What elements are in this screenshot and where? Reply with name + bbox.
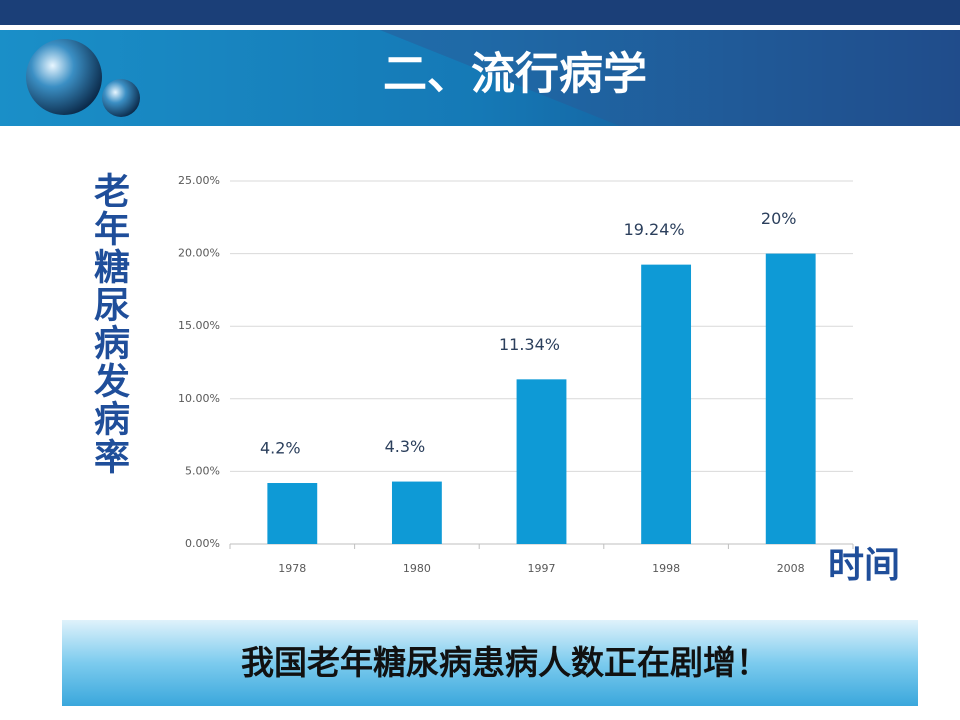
bar bbox=[267, 483, 318, 544]
y-tick-label: 5.00% bbox=[185, 464, 220, 477]
y-axis-label: 老年糖尿病发病率 bbox=[88, 172, 130, 476]
value-label: 4.3% bbox=[385, 437, 426, 456]
slide-title: 二、流行病学 bbox=[383, 49, 647, 100]
x-tick-label: 1978 bbox=[278, 562, 306, 575]
bar bbox=[391, 481, 442, 544]
x-tick-label: 1998 bbox=[652, 562, 680, 575]
value-label: 20% bbox=[761, 209, 797, 228]
x-axis-label: 时间 bbox=[828, 544, 900, 586]
y-tick-label: 10.00% bbox=[178, 392, 220, 405]
value-label: 19.24% bbox=[624, 220, 685, 239]
y-tick-label: 20.00% bbox=[178, 247, 220, 260]
top-strip bbox=[0, 0, 960, 25]
value-label: 11.34% bbox=[499, 335, 560, 354]
banner-text: 我国老年糖尿病患病人数正在剧增！ bbox=[241, 643, 769, 682]
value-label: 4.2% bbox=[260, 439, 301, 458]
bar bbox=[765, 253, 816, 544]
y-tick-label: 0.00% bbox=[185, 537, 220, 550]
sphere bbox=[26, 39, 102, 115]
header-swoosh bbox=[380, 30, 960, 126]
x-tick-label: 1980 bbox=[403, 562, 431, 575]
bar bbox=[641, 264, 692, 544]
y-tick-label: 25.00% bbox=[178, 174, 220, 187]
x-tick-label: 1997 bbox=[528, 562, 556, 575]
plot: 0.00% 5.00% 10.00% 15.00% 20.00% 25.00% 1978 4.… bbox=[178, 174, 854, 575]
y-tick-label: 15.00% bbox=[178, 319, 220, 332]
banner bbox=[62, 620, 918, 706]
x-tick-label: 2008 bbox=[777, 562, 805, 575]
sphere bbox=[102, 79, 140, 117]
bar bbox=[516, 379, 567, 544]
